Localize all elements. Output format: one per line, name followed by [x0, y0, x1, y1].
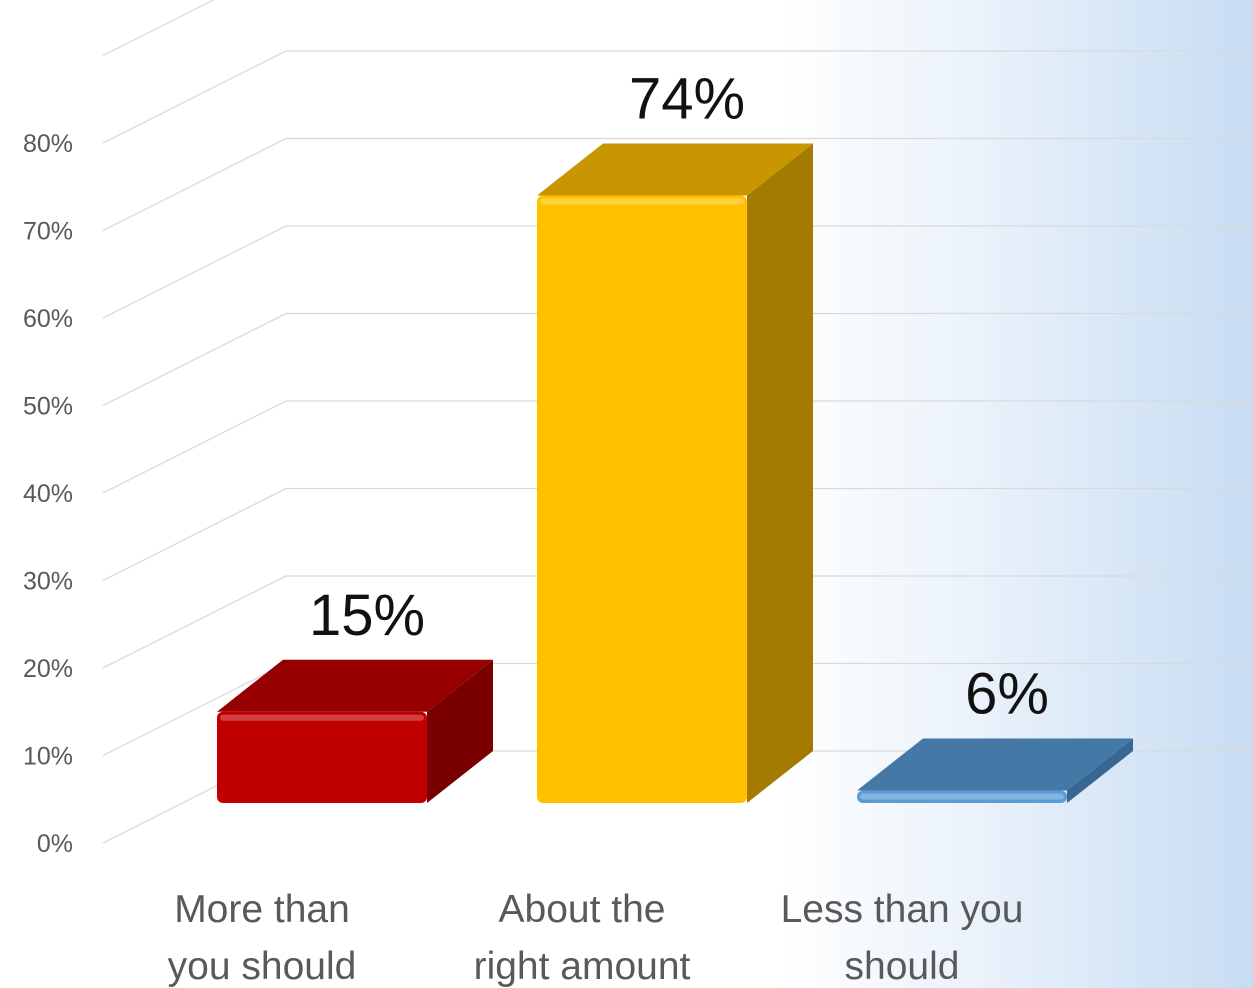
bar-front [537, 195, 747, 803]
y-axis: 0% 10% 20% 30% 40% 50% 60% 70% 80% [23, 130, 73, 858]
bar [217, 659, 493, 803]
bar-side [747, 143, 813, 803]
x-tick-label: Less than you [781, 888, 1024, 931]
gridline-diagonal [102, 50, 287, 144]
gridline-diagonal [102, 225, 287, 319]
gridline-diagonal [102, 0, 215, 57]
gridline-diagonal [102, 487, 287, 582]
bar-highlight [220, 714, 424, 721]
bar-top [857, 738, 1133, 791]
bars: 15% 74% 6% [217, 67, 1133, 803]
bar-highlight [860, 793, 1064, 800]
x-tick-label: you should [168, 945, 357, 988]
y-tick-label: 60% [23, 305, 73, 333]
data-label: 6% [965, 662, 1049, 727]
x-tick-label: right amount [474, 945, 691, 988]
y-tick-label: 40% [23, 480, 73, 508]
y-tick-label: 20% [23, 655, 73, 683]
y-tick-label: 0% [37, 830, 73, 858]
x-axis: More than you should About the right amount… [168, 888, 1024, 988]
bar-front [857, 790, 1067, 803]
bar-top [217, 659, 493, 712]
gridline-diagonal [102, 312, 287, 407]
bar [537, 143, 813, 803]
data-label: 74% [629, 67, 745, 132]
y-tick-label: 50% [23, 393, 73, 421]
y-tick-label: 80% [23, 130, 73, 158]
gridline-diagonal [102, 137, 287, 232]
x-tick-label: About the [499, 888, 666, 931]
x-tick-label: should [845, 945, 960, 988]
bar-side [1067, 738, 1133, 803]
bar-highlight [540, 198, 744, 205]
gridline-diagonal [102, 662, 287, 757]
x-tick-label: More than [174, 888, 350, 931]
y-tick-label: 70% [23, 218, 73, 246]
y-tick-label: 10% [23, 743, 73, 771]
bar [857, 738, 1133, 803]
bar-top [537, 143, 813, 196]
data-label: 15% [309, 583, 425, 648]
bar-side [427, 659, 493, 803]
gridline-diagonal [102, 575, 287, 669]
y-tick-label: 30% [23, 568, 73, 596]
bar-front [217, 711, 427, 803]
gridline-diagonal [102, 400, 287, 494]
